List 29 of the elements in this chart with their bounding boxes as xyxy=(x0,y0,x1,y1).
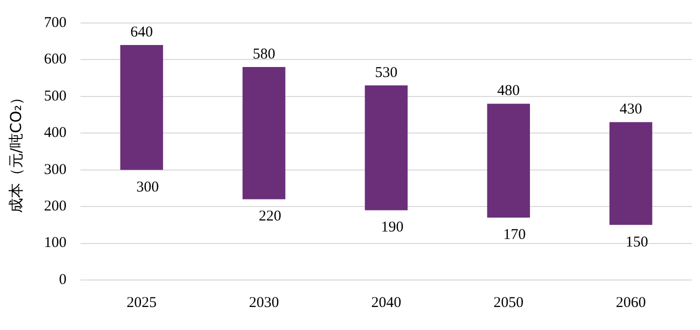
bar xyxy=(487,104,530,218)
y-tick-label: 400 xyxy=(44,125,66,142)
bar xyxy=(609,122,652,225)
y-axis-title: 成本（元/吨CO₂） xyxy=(6,90,25,214)
bar xyxy=(120,45,164,170)
y-tick-label: 500 xyxy=(44,88,66,104)
x-tick-label: 2050 xyxy=(494,294,524,311)
annotation: 150 xyxy=(626,234,648,250)
bar xyxy=(242,67,286,200)
annotation: 170 xyxy=(503,227,526,244)
y-tick-label: 200 xyxy=(44,198,66,215)
annotation: 300 xyxy=(136,179,159,196)
annotation: 530 xyxy=(375,64,398,81)
bar xyxy=(364,85,408,210)
y-tick-label: 300 xyxy=(44,162,66,178)
annotation: 580 xyxy=(252,46,276,62)
annotation: 220 xyxy=(258,208,282,225)
x-tick-label: 2030 xyxy=(248,294,279,311)
x-tick-label: 2025 xyxy=(126,294,157,311)
annotation: 480 xyxy=(497,83,520,100)
y-tick-label: 700 xyxy=(44,14,66,31)
annotation: 190 xyxy=(381,220,404,236)
x-tick-label: 2060 xyxy=(616,294,646,311)
x-tick-label: 2040 xyxy=(371,294,402,311)
y-tick-label: 600 xyxy=(44,52,66,68)
annotation: 640 xyxy=(130,24,153,40)
y-tick-label: 0 xyxy=(59,272,66,288)
annotation: 430 xyxy=(620,102,642,118)
y-tick-label: 100 xyxy=(44,235,66,252)
